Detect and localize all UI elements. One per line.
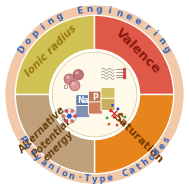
Circle shape <box>73 70 84 80</box>
Circle shape <box>106 116 108 119</box>
Circle shape <box>65 119 68 123</box>
Text: D: D <box>64 85 68 90</box>
Text: g: g <box>55 11 65 22</box>
Circle shape <box>70 119 74 123</box>
Text: r: r <box>142 22 151 32</box>
Text: y: y <box>32 152 43 163</box>
Text: Saturation: Saturation <box>111 111 165 165</box>
Text: p: p <box>99 174 106 184</box>
Circle shape <box>62 109 77 123</box>
Circle shape <box>70 109 74 113</box>
Text: P: P <box>17 135 28 145</box>
Circle shape <box>65 109 68 113</box>
Text: Valence: Valence <box>113 26 163 76</box>
FancyBboxPatch shape <box>76 95 90 107</box>
FancyBboxPatch shape <box>88 91 102 103</box>
Text: E: E <box>76 6 83 16</box>
Circle shape <box>72 82 75 85</box>
FancyBboxPatch shape <box>101 98 115 111</box>
Circle shape <box>109 109 112 112</box>
Text: s: s <box>162 135 172 144</box>
Text: C: C <box>121 169 130 179</box>
Wedge shape <box>15 15 94 94</box>
Text: n: n <box>67 171 75 181</box>
Circle shape <box>113 115 116 119</box>
Text: n: n <box>86 5 93 14</box>
Text: -: - <box>76 173 81 183</box>
Circle shape <box>67 114 71 118</box>
Text: T: T <box>83 174 90 184</box>
Text: i: i <box>39 22 47 32</box>
Text: d: d <box>152 147 163 157</box>
Text: o: o <box>60 169 68 179</box>
Text: p: p <box>30 28 40 39</box>
Circle shape <box>120 113 123 116</box>
Circle shape <box>108 123 110 126</box>
Wedge shape <box>5 5 184 184</box>
Wedge shape <box>94 15 174 94</box>
Circle shape <box>73 114 77 118</box>
Text: e: e <box>157 141 167 151</box>
Text: D: D <box>17 44 28 55</box>
Text: o: o <box>23 36 34 46</box>
Text: i: i <box>53 166 60 175</box>
Text: n: n <box>115 8 124 19</box>
Text: h: h <box>140 157 151 168</box>
Text: o: o <box>146 152 157 163</box>
Text: n: n <box>155 36 166 46</box>
Text: o: o <box>22 141 32 151</box>
Text: n: n <box>45 162 55 172</box>
FancyBboxPatch shape <box>101 88 115 100</box>
Text: e: e <box>133 16 143 27</box>
Circle shape <box>70 80 80 91</box>
Text: e: e <box>124 11 134 22</box>
Circle shape <box>62 114 65 118</box>
Text: a: a <box>128 165 137 176</box>
Circle shape <box>122 123 125 126</box>
Text: Ionic radius: Ionic radius <box>23 23 78 78</box>
Circle shape <box>124 116 126 118</box>
FancyBboxPatch shape <box>76 105 90 118</box>
Circle shape <box>52 52 137 137</box>
Wedge shape <box>15 94 94 174</box>
Circle shape <box>66 76 70 79</box>
Text: l: l <box>28 148 36 156</box>
Circle shape <box>116 108 119 110</box>
Text: Na: Na <box>77 96 89 105</box>
Circle shape <box>75 71 79 74</box>
Wedge shape <box>94 94 174 174</box>
Text: i: i <box>107 6 112 15</box>
Circle shape <box>116 124 118 126</box>
Circle shape <box>118 119 121 122</box>
Circle shape <box>64 74 74 84</box>
Text: P: P <box>93 93 98 102</box>
Text: i: i <box>150 29 158 38</box>
Circle shape <box>111 104 114 107</box>
Text: t: t <box>135 162 143 172</box>
Text: g: g <box>161 44 172 54</box>
Text: y: y <box>92 175 97 184</box>
Text: Alternative
Potential
energy: Alternative Potential energy <box>17 105 84 172</box>
Text: g: g <box>96 5 103 14</box>
Text: a: a <box>39 157 48 168</box>
Text: n: n <box>46 16 56 27</box>
FancyBboxPatch shape <box>88 102 102 114</box>
Text: e: e <box>106 173 114 183</box>
